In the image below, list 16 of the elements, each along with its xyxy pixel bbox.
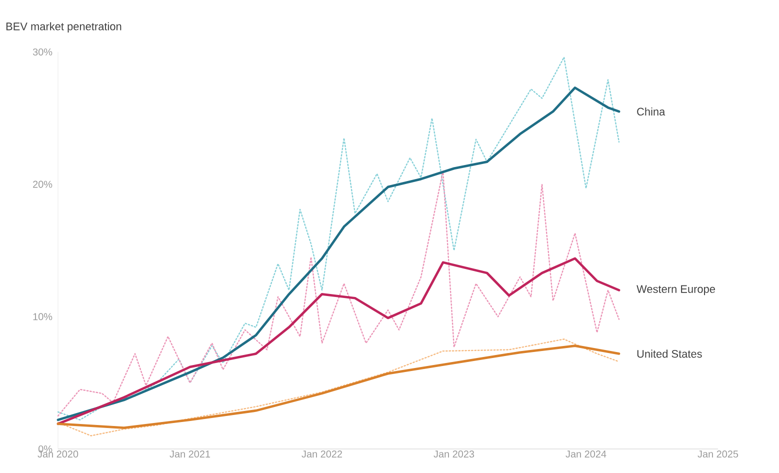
x-tick-label: Jan 2022 <box>302 450 342 458</box>
y-tick-label: 0% <box>38 445 52 453</box>
x-tick-label: Jan 2024 <box>566 450 606 458</box>
line-series <box>56 257 620 426</box>
series-label: Western Europe <box>636 285 716 296</box>
x-tick-label: Jan 2023 <box>434 450 474 458</box>
y-axis-title: BEV market penetration <box>6 22 122 32</box>
x-tick-label: Jan 2025 <box>698 450 738 458</box>
x-tick-label: Jan 2020 <box>38 450 78 458</box>
y-tick-label: 20% <box>33 180 52 188</box>
y-tick-label: 10% <box>33 313 52 320</box>
x-tick-label: Jan 2021 <box>170 450 210 458</box>
y-tick-label: 30% <box>32 48 52 56</box>
series-label: China <box>637 108 666 116</box>
series-label: United States <box>637 350 702 358</box>
line-series <box>57 170 620 416</box>
